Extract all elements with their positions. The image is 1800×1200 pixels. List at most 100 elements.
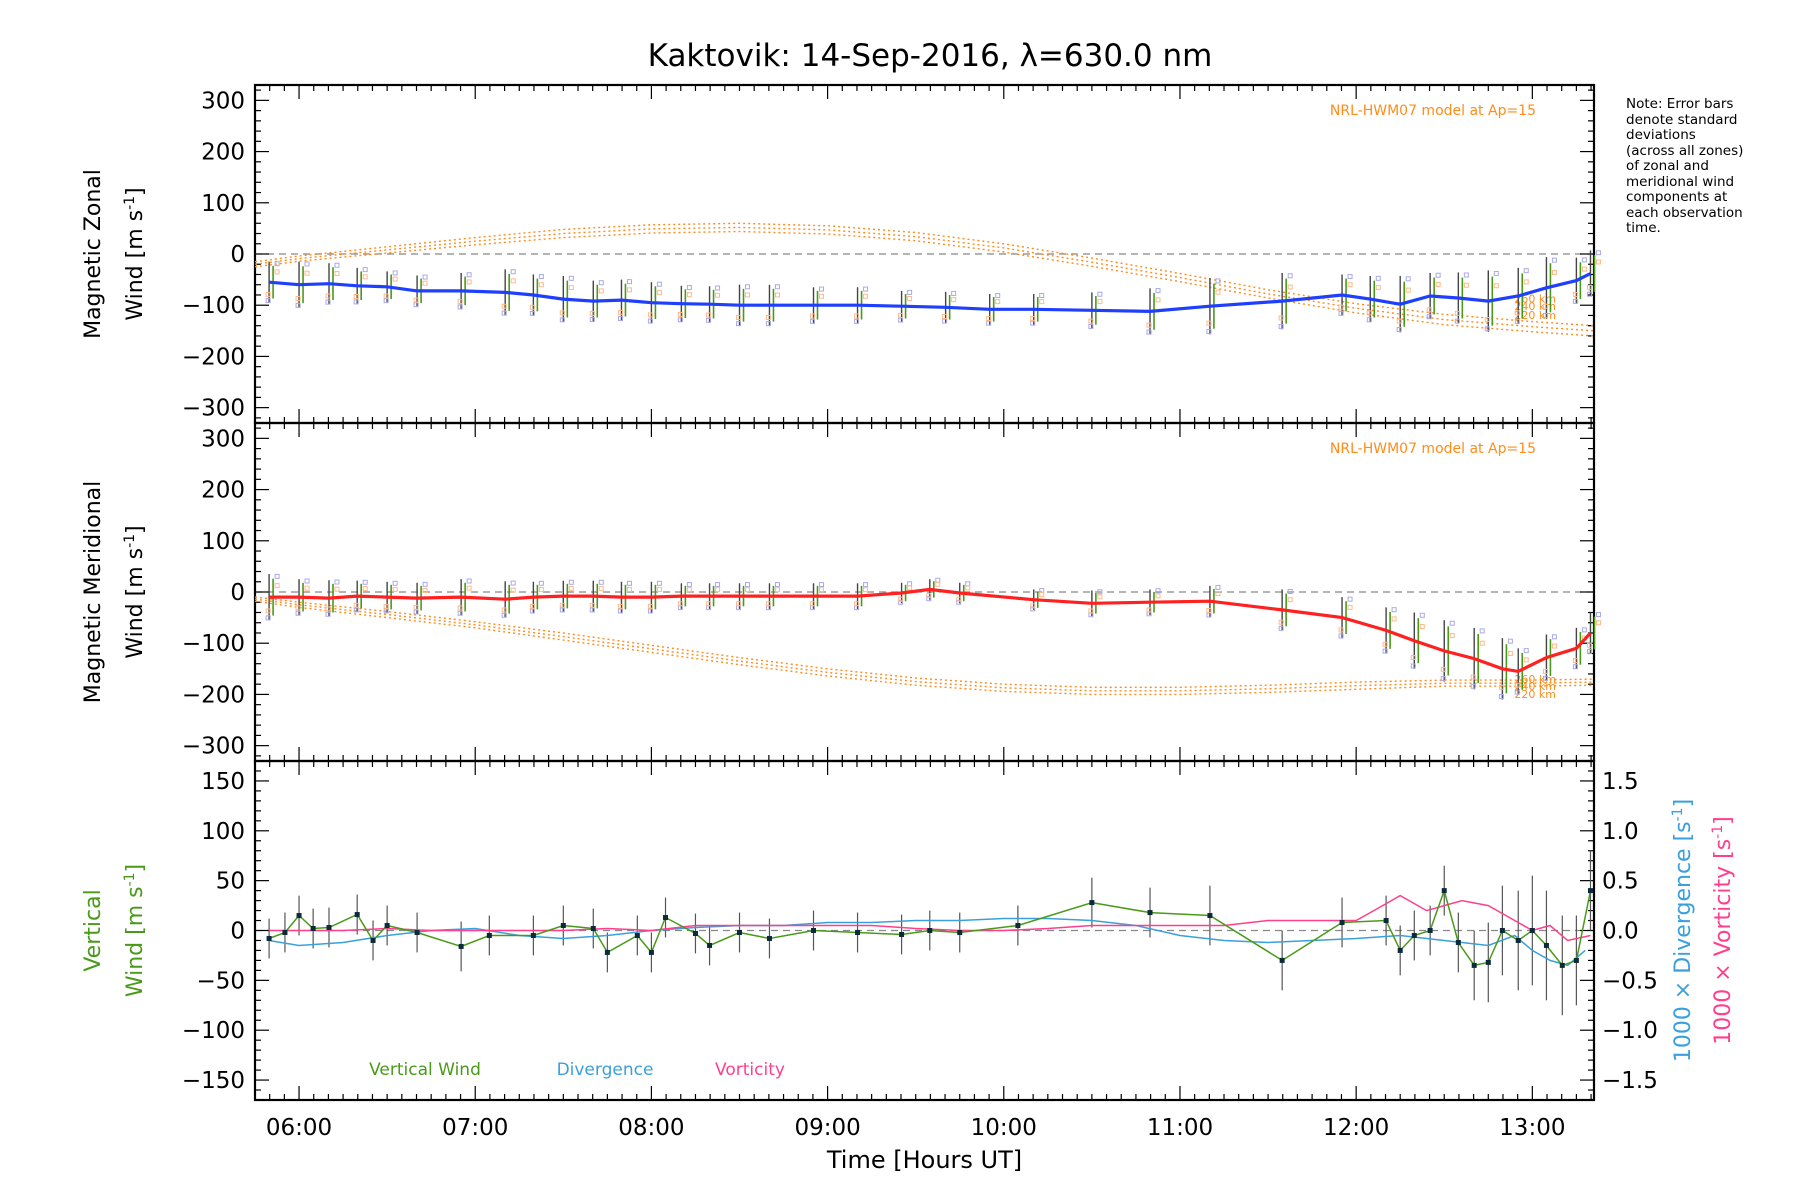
zone-sample bbox=[538, 274, 544, 280]
zone-sample bbox=[907, 585, 913, 591]
vertical-wind-point bbox=[1455, 939, 1461, 945]
zone-sample bbox=[383, 608, 389, 614]
x-axis-label: Time [Hours UT] bbox=[826, 1146, 1022, 1174]
zone-sample bbox=[626, 287, 632, 293]
zone-sample bbox=[392, 276, 398, 282]
x-tick-label: 09:00 bbox=[794, 1115, 860, 1141]
model-label: NRL-HWM07 model at Ap=15 bbox=[1330, 441, 1536, 457]
zone-sample bbox=[1155, 288, 1161, 294]
zone-sample bbox=[1338, 310, 1344, 316]
zone-sample bbox=[736, 321, 742, 327]
zone-sample bbox=[898, 596, 904, 602]
vertical-wind-point bbox=[1279, 957, 1285, 963]
zone-sample bbox=[706, 601, 712, 607]
zone-sample bbox=[598, 288, 604, 294]
zone-sample bbox=[1484, 317, 1490, 323]
zone-sample bbox=[1595, 612, 1601, 618]
zone-sample bbox=[926, 596, 932, 602]
zone-sample bbox=[1507, 650, 1513, 656]
zone-sample bbox=[265, 298, 271, 304]
meridional-wind-line bbox=[269, 587, 1592, 674]
vorticity-line bbox=[269, 894, 1591, 942]
zone-sample bbox=[304, 270, 310, 276]
zone-sample bbox=[1405, 287, 1411, 293]
zone-sample bbox=[325, 293, 331, 299]
zone-sample bbox=[353, 299, 359, 305]
zone-sample bbox=[1435, 272, 1441, 278]
zone-sample bbox=[1030, 603, 1036, 609]
vertical-wind-point bbox=[1397, 947, 1403, 953]
zone-sample bbox=[510, 580, 516, 586]
zone-sample bbox=[1039, 299, 1045, 305]
y-axis-label: Wind [m s-1] bbox=[122, 525, 148, 658]
zone-sample bbox=[774, 582, 780, 588]
vertical-wind-point bbox=[855, 929, 861, 935]
vertical-wind-point bbox=[737, 929, 743, 935]
zone-sample bbox=[956, 596, 962, 602]
vertical-wind-point bbox=[458, 943, 464, 949]
zone-sample bbox=[295, 296, 301, 302]
zone-sample bbox=[898, 312, 904, 318]
vertical-wind-point bbox=[648, 949, 654, 955]
legend-entry: Divergence bbox=[557, 1060, 654, 1080]
zone-sample bbox=[422, 280, 428, 286]
vertical-wind-point bbox=[899, 931, 905, 937]
zone-sample bbox=[334, 270, 340, 276]
y2-tick-label: 1.5 bbox=[1602, 769, 1639, 795]
zone-sample bbox=[656, 586, 662, 592]
model-curve-220km bbox=[254, 230, 1595, 337]
y2-tick-label: 1.0 bbox=[1602, 819, 1639, 845]
note-line: (across all zones) bbox=[1626, 142, 1744, 159]
y2-tick-label: −1.0 bbox=[1602, 1018, 1658, 1044]
zone-sample bbox=[529, 608, 535, 614]
y-tick-label: −200 bbox=[182, 344, 245, 370]
zone-sample bbox=[736, 601, 742, 607]
zone-sample bbox=[353, 607, 359, 613]
vertical-wind-point bbox=[1147, 910, 1153, 916]
zone-sample bbox=[907, 581, 913, 587]
zone-sample bbox=[819, 293, 825, 299]
zone-sample bbox=[986, 320, 992, 326]
zone-sample bbox=[686, 582, 692, 588]
zone-sample bbox=[956, 599, 962, 605]
zone-sample bbox=[1215, 584, 1221, 590]
zone-sample bbox=[1479, 640, 1485, 646]
divergence-line bbox=[268, 917, 1586, 967]
zone-sample bbox=[935, 577, 941, 583]
zone-sample bbox=[589, 310, 595, 316]
zone-sample bbox=[1586, 642, 1592, 648]
vertical-wind-point bbox=[560, 923, 566, 929]
y2-label-end: ] bbox=[1711, 816, 1736, 825]
zone-sample bbox=[1405, 276, 1411, 282]
vertical-wind-point bbox=[766, 935, 772, 941]
zone-sample bbox=[1523, 268, 1529, 274]
zone-sample bbox=[501, 607, 507, 613]
zone-sample bbox=[538, 282, 544, 288]
zone-sample bbox=[1347, 596, 1353, 602]
y-axis-label-sup: -1 bbox=[122, 534, 138, 548]
zone-sample bbox=[810, 601, 816, 607]
x-tick-label: 11:00 bbox=[1147, 1115, 1213, 1141]
zone-sample bbox=[715, 587, 721, 593]
vertical-panel: −150 −100 −50 0 50 100 150 Vertical Wind [m s-1]… bbox=[81, 759, 1736, 1174]
vertical-wind-point bbox=[1427, 928, 1433, 933]
y-axis-label: Magnetic Meridional bbox=[81, 481, 106, 703]
x-tick-label: 12:00 bbox=[1323, 1115, 1389, 1141]
zone-sample bbox=[529, 304, 535, 310]
zone-sample bbox=[510, 269, 516, 275]
vertical-wind-point bbox=[1499, 928, 1505, 933]
zone-sample bbox=[935, 581, 941, 587]
zone-sample bbox=[295, 302, 301, 308]
vertical-wind-point bbox=[590, 926, 596, 932]
zone-sample bbox=[1287, 588, 1293, 594]
vertical-wind-point bbox=[634, 932, 640, 938]
zone-sample bbox=[1514, 310, 1520, 316]
zone-sample bbox=[1097, 291, 1103, 297]
zone-sample bbox=[926, 593, 932, 599]
zone-sample bbox=[1479, 628, 1485, 634]
y-axis-label-end: ] bbox=[123, 187, 148, 196]
y-tick-label: 300 bbox=[201, 88, 245, 114]
zone-sample bbox=[1391, 607, 1397, 613]
zone-sample bbox=[1410, 655, 1416, 661]
zonal-panel: −300 −200 −100 0 100 200 300 Magnetic Zonal Wind… bbox=[81, 83, 1601, 425]
